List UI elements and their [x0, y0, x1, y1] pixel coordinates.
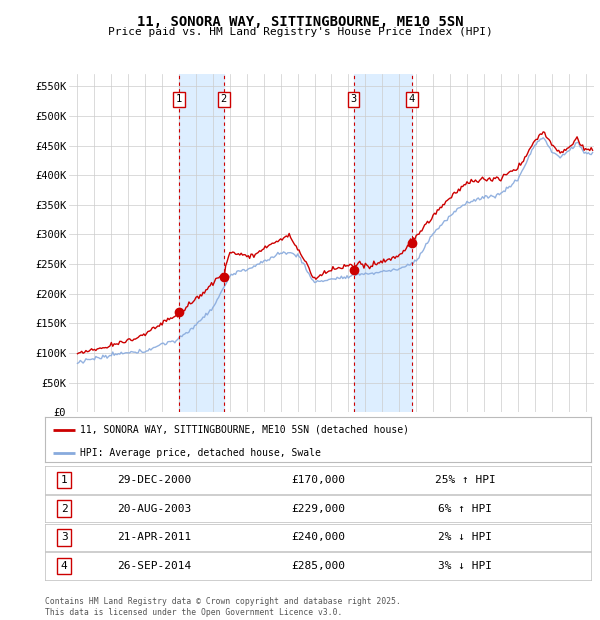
Text: 11, SONORA WAY, SITTINGBOURNE, ME10 5SN: 11, SONORA WAY, SITTINGBOURNE, ME10 5SN	[137, 15, 463, 29]
Bar	[179, 74, 224, 412]
Text: £170,000: £170,000	[291, 475, 345, 485]
Text: 2% ↓ HPI: 2% ↓ HPI	[439, 533, 493, 542]
Text: 25% ↑ HPI: 25% ↑ HPI	[435, 475, 496, 485]
Text: Price paid vs. HM Land Registry's House Price Index (HPI): Price paid vs. HM Land Registry's House …	[107, 27, 493, 37]
Text: 3% ↓ HPI: 3% ↓ HPI	[439, 561, 493, 571]
Bar	[353, 74, 412, 412]
Text: 4: 4	[61, 561, 67, 571]
Text: £240,000: £240,000	[291, 533, 345, 542]
Text: 1: 1	[176, 94, 182, 104]
Text: 4: 4	[409, 94, 415, 104]
Text: 6% ↑ HPI: 6% ↑ HPI	[439, 503, 493, 513]
Text: 26-SEP-2014: 26-SEP-2014	[117, 561, 191, 571]
Text: 3: 3	[350, 94, 357, 104]
Text: £229,000: £229,000	[291, 503, 345, 513]
Text: Contains HM Land Registry data © Crown copyright and database right 2025.
This d: Contains HM Land Registry data © Crown c…	[45, 598, 401, 617]
Text: 29-DEC-2000: 29-DEC-2000	[117, 475, 191, 485]
Text: 2: 2	[61, 503, 67, 513]
Text: 20-AUG-2003: 20-AUG-2003	[117, 503, 191, 513]
Text: £285,000: £285,000	[291, 561, 345, 571]
Text: HPI: Average price, detached house, Swale: HPI: Average price, detached house, Swal…	[80, 448, 322, 458]
Text: 11, SONORA WAY, SITTINGBOURNE, ME10 5SN (detached house): 11, SONORA WAY, SITTINGBOURNE, ME10 5SN …	[80, 425, 409, 435]
Text: 1: 1	[61, 475, 67, 485]
Text: 2: 2	[221, 94, 227, 104]
Text: 21-APR-2011: 21-APR-2011	[117, 533, 191, 542]
Text: 3: 3	[61, 533, 67, 542]
